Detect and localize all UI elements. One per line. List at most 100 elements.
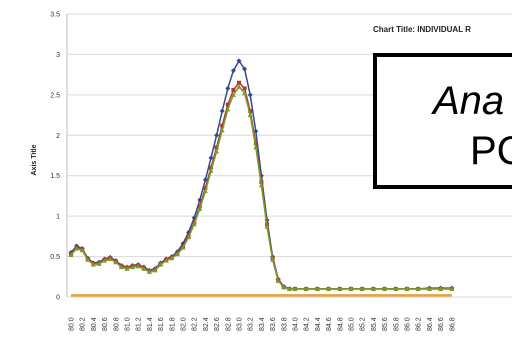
x-tick-label: 86.6 [438, 317, 445, 331]
data-point [370, 286, 376, 291]
data-point [146, 269, 152, 274]
x-tick-label: 83.4 [259, 317, 266, 331]
x-tick-label: 86.2 [416, 317, 423, 331]
x-tick-label: 81.6 [158, 317, 165, 331]
data-point [219, 127, 225, 133]
data-point [242, 66, 248, 72]
data-point [208, 155, 214, 161]
data-point [163, 258, 169, 263]
data-point [79, 247, 85, 253]
data-point [225, 85, 231, 91]
x-tick-label: 85.6 [382, 317, 389, 331]
data-point [141, 266, 147, 271]
data-point [186, 234, 192, 240]
data-point [74, 245, 80, 251]
y-tick-label: 0.5 [50, 254, 60, 261]
y-tick-label: 3.5 [50, 12, 60, 19]
data-point [237, 80, 241, 85]
data-point [270, 257, 276, 262]
x-tick-label: 84.6 [326, 317, 333, 331]
data-point [180, 245, 186, 250]
data-point [203, 185, 208, 190]
data-point [326, 286, 332, 291]
data-point [130, 264, 136, 270]
data-point [107, 256, 113, 261]
series-3 [68, 84, 455, 291]
x-tick-labels: 80.0 80.2 80.4 80.6 80.8 81.0 81.2 81.4 81.6 81.8… [69, 317, 457, 331]
data-point [275, 278, 281, 283]
data-point [90, 262, 96, 267]
x-tick-label: 81.0 [125, 317, 132, 331]
x-tick-label: 84.0 [293, 317, 300, 331]
data-point [96, 261, 102, 266]
data-point [393, 286, 399, 291]
data-point [337, 286, 343, 291]
data-point [230, 92, 236, 97]
data-point [248, 109, 253, 114]
data-point [152, 267, 158, 273]
x-tick-label: 80.8 [113, 317, 120, 331]
x-tick-label: 80.4 [91, 317, 98, 331]
x-tick-label: 86.4 [427, 317, 434, 331]
x-tick-label: 80.6 [102, 317, 109, 331]
data-point [264, 224, 270, 229]
data-point [102, 258, 108, 263]
y-tick-labels: 0 0.5 1 1.5 2 2.5 3 3.5 [50, 12, 60, 302]
x-tick-label: 83.6 [270, 317, 277, 331]
data-point [191, 221, 197, 227]
x-tick-label: 83.2 [248, 317, 255, 331]
x-tick-label: 80.0 [69, 317, 76, 331]
data-point [225, 106, 231, 112]
data-point [124, 266, 130, 271]
chart-title: Chart Title: INDIVIDUAL R [373, 25, 471, 34]
data-point [230, 68, 236, 74]
y-tick-label: 0 [56, 295, 60, 302]
y-tick-label: 3 [56, 52, 60, 59]
x-tick-label: 85.0 [349, 317, 356, 331]
data-point [197, 206, 203, 211]
data-point [382, 286, 388, 291]
x-tick-label: 82.2 [192, 317, 199, 331]
annotation-box: Ana PC [373, 53, 512, 189]
data-point [359, 286, 365, 291]
y-tick-label: 1 [56, 214, 60, 221]
data-point [247, 92, 253, 98]
data-point [208, 168, 214, 173]
data-point [258, 182, 264, 188]
data-point [174, 251, 180, 257]
data-point [415, 286, 421, 291]
data-point [242, 86, 247, 91]
annotation-line-2: PC [470, 129, 512, 173]
x-tick-label: 82.6 [214, 317, 221, 331]
data-point [214, 132, 220, 138]
series-lines [68, 58, 455, 297]
data-point [303, 286, 309, 291]
data-point [231, 88, 236, 93]
data-point [348, 286, 354, 291]
data-point [68, 252, 74, 257]
x-tick-label: 81.4 [147, 317, 154, 331]
x-tick-label: 82.4 [203, 317, 210, 331]
data-point [449, 286, 455, 291]
x-tick-label: 84.2 [304, 317, 311, 331]
data-point [314, 286, 320, 291]
x-tick-label: 86.0 [405, 317, 412, 331]
y-axis-title: Axis Title [31, 144, 38, 175]
annotation-line-1: Ana [433, 79, 505, 123]
x-tick-label: 84.8 [337, 317, 344, 331]
data-point [113, 259, 119, 265]
data-point [158, 262, 164, 267]
x-tick-label: 80.2 [80, 317, 87, 331]
x-tick-label: 85.4 [371, 317, 378, 331]
y-tick-label: 1.5 [50, 173, 60, 180]
x-tick-label: 83.8 [281, 317, 288, 331]
x-tick-label: 81.2 [136, 317, 143, 331]
data-point [118, 264, 124, 270]
data-point [220, 123, 225, 128]
data-point [404, 286, 410, 291]
data-point [236, 58, 242, 64]
data-point [286, 286, 292, 291]
x-tick-label: 81.8 [169, 317, 176, 331]
data-point [292, 286, 298, 291]
data-point [438, 286, 444, 291]
